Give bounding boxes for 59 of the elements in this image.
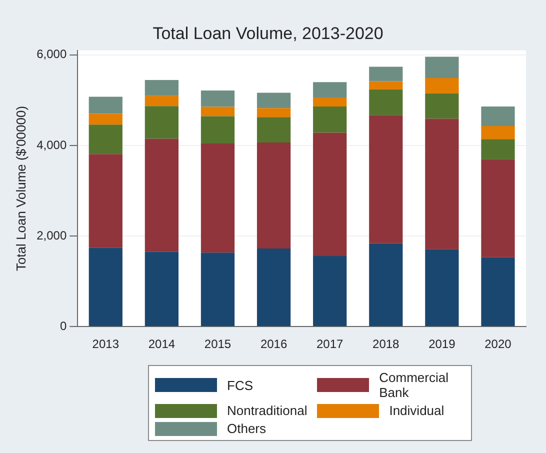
bar: [144, 96, 179, 106]
bar: [144, 80, 179, 96]
bar: [256, 92, 291, 108]
bar: [256, 117, 291, 143]
x-tick-label: 2013: [92, 337, 120, 352]
bar: [200, 90, 235, 107]
bar: [369, 243, 403, 326]
bar: [425, 56, 459, 78]
bar: [88, 248, 122, 326]
bar: [200, 143, 235, 253]
bar: [481, 139, 515, 160]
bar: [481, 257, 515, 326]
bar: [88, 154, 122, 248]
bar: [144, 252, 179, 326]
y-tick-label: 2,000: [36, 228, 67, 242]
x-tick-label: 2018: [372, 337, 400, 352]
legend-label: Nontraditional: [227, 403, 308, 418]
bar: [256, 248, 291, 326]
legend-label: FCS: [227, 378, 253, 392]
x-tick-label: 2016: [260, 337, 288, 352]
bar: [425, 249, 459, 326]
bar: [313, 256, 347, 326]
bar: [425, 93, 459, 119]
bar: [313, 106, 347, 133]
bar: [313, 132, 347, 256]
bar: [481, 126, 515, 140]
x-tick-label: 2019: [428, 337, 456, 352]
bar: [144, 138, 179, 252]
y-axis-title: Total Loan Volume ($'00000): [13, 106, 28, 272]
bar: [425, 118, 459, 250]
legend-label: Commercial Bank: [379, 370, 450, 400]
bar: [200, 252, 235, 326]
bar: [369, 115, 403, 244]
bar: [481, 159, 515, 258]
bar: [369, 81, 403, 90]
y-tick-label: 6,000: [36, 47, 67, 62]
x-tick-label: 2020: [484, 337, 512, 352]
y-tick-label: 0: [60, 318, 67, 333]
bar: [88, 114, 122, 125]
legend-label: Others: [227, 421, 266, 436]
chart-title: Total Loan Volume, 2013-2020: [152, 24, 384, 43]
bar: [369, 66, 403, 82]
bar: [200, 116, 235, 144]
bar: [313, 82, 347, 98]
bar: [313, 97, 347, 107]
legend-label: Individual: [389, 403, 444, 418]
x-tick-label: 2017: [316, 337, 344, 352]
x-tick-label: 2015: [204, 337, 232, 352]
bar: [481, 106, 515, 126]
bar: [88, 96, 122, 114]
y-tick-label: 4,000: [36, 138, 67, 152]
bar: [200, 106, 235, 116]
bar: [256, 108, 291, 118]
bar: [88, 124, 122, 154]
bar: [144, 106, 179, 139]
bar: [425, 78, 459, 94]
bar: [369, 89, 403, 116]
x-tick-label: 2014: [148, 337, 176, 352]
bar: [256, 142, 291, 248]
